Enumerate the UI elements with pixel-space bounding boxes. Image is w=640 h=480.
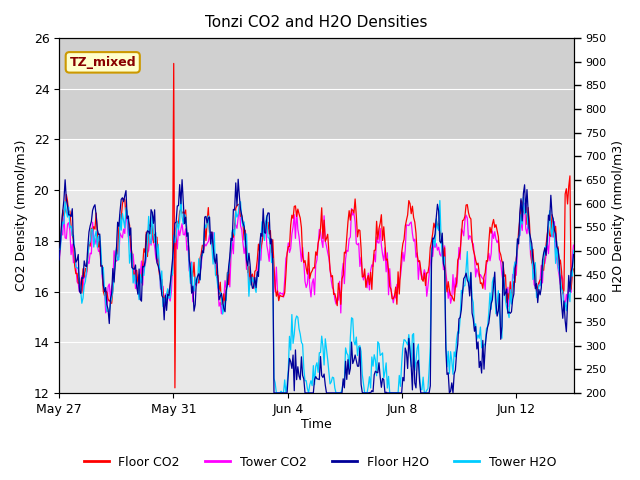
Text: TZ_mixed: TZ_mixed	[70, 56, 136, 69]
Legend: Floor CO2, Tower CO2, Floor H2O, Tower H2O: Floor CO2, Tower CO2, Floor H2O, Tower H…	[79, 451, 561, 474]
X-axis label: Time: Time	[301, 419, 332, 432]
Title: Tonzi CO2 and H2O Densities: Tonzi CO2 and H2O Densities	[205, 15, 428, 30]
Y-axis label: CO2 Density (mmol/m3): CO2 Density (mmol/m3)	[15, 140, 28, 291]
Y-axis label: H2O Density (mmol/m3): H2O Density (mmol/m3)	[612, 140, 625, 291]
Bar	[59, 38, 573, 140]
